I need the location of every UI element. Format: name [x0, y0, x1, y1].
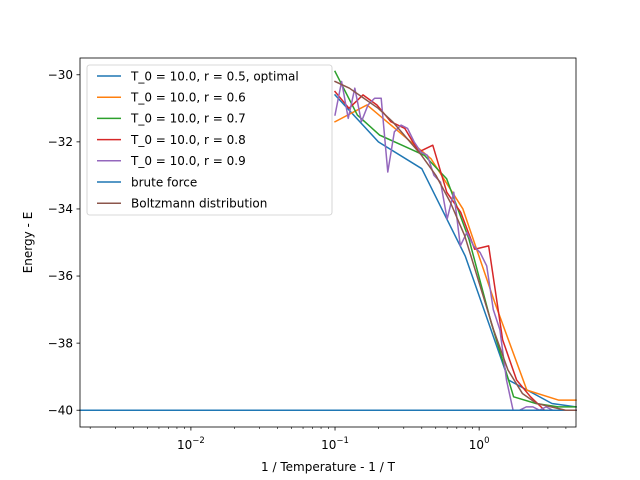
x-axis-label: 1 / Temperature - 1 / T: [261, 460, 396, 474]
legend-label: Boltzmann distribution: [131, 197, 267, 211]
legend-box: [86, 64, 333, 216]
x-axis: 10−2 10−1 100: [89, 427, 567, 452]
y-tick-label: −38: [48, 336, 73, 350]
plot-frame: [79, 57, 577, 428]
legend: T_0 = 10.0, r = 0.5, optimal T_0 = 10.0, …: [86, 64, 333, 216]
series-line-5: [334, 80, 577, 411]
series-line-3: [334, 70, 577, 408]
series-line-7: [334, 80, 577, 411]
y-tick-label: −34: [48, 202, 73, 216]
plot-lines: [79, 70, 577, 411]
y-tick-label: −30: [48, 68, 73, 82]
x-tick-label: 10−1: [321, 436, 349, 452]
x-tick-label: 10−2: [177, 436, 205, 452]
legend-label: T_0 = 10.0, r = 0.8: [130, 133, 246, 147]
legend-label: brute force: [131, 175, 197, 189]
legend-label: T_0 = 10.0, r = 0.9: [130, 154, 246, 168]
series-line-4: [333, 90, 577, 411]
legend-label: T_0 = 10.0, r = 0.7: [130, 112, 246, 126]
x-tick-label: 100: [469, 436, 490, 452]
y-axis-label: Energy - E: [21, 212, 35, 274]
legend-label: T_0 = 10.0, r = 0.6: [130, 91, 246, 105]
series-line-1: [333, 93, 577, 408]
legend-label: T_0 = 10.0, r = 0.5, optimal: [130, 69, 299, 83]
y-axis: −30 −32 −34 −36 −38 −40: [48, 68, 80, 417]
y-tick-label: −32: [48, 135, 73, 149]
series-line-2: [334, 104, 577, 401]
y-tick-label: −40: [48, 403, 73, 417]
y-tick-label: −36: [48, 269, 73, 283]
